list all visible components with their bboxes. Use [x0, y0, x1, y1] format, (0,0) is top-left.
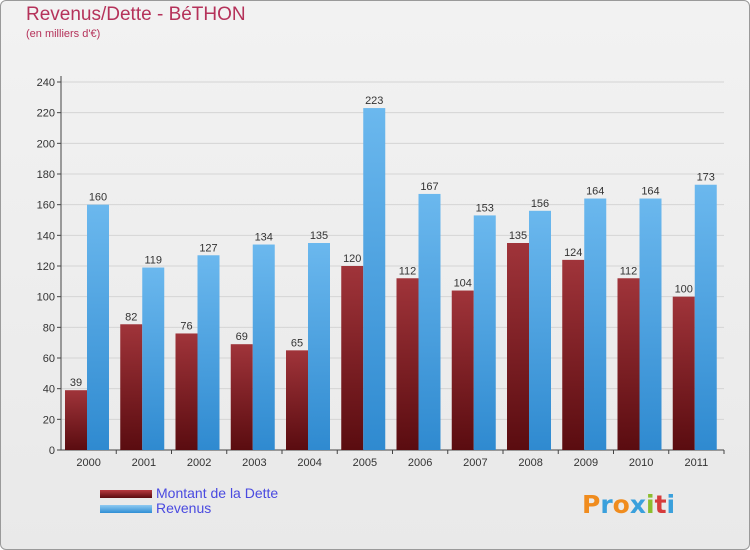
data-label-revenus: 223: [365, 95, 383, 107]
data-label-dette: 124: [564, 247, 582, 259]
y-tick-label: 220: [37, 108, 55, 120]
logo-letter: i: [666, 490, 676, 519]
bar-revenus: [529, 210, 551, 450]
data-label-dette: 39: [70, 377, 82, 389]
bar-dette: [617, 278, 640, 450]
data-label-revenus: 127: [199, 242, 217, 254]
data-label-revenus: 160: [89, 192, 107, 204]
bar-revenus: [363, 108, 386, 451]
bar-dette: [286, 350, 308, 450]
bar-dette: [451, 290, 474, 450]
y-tick-label: 80: [43, 322, 55, 334]
x-tick-label: 2002: [187, 457, 211, 469]
y-tick-label: 160: [37, 200, 55, 212]
legend-swatch-dette: [100, 489, 152, 498]
y-tick-label: 20: [43, 414, 55, 426]
y-tick-label: 40: [43, 384, 55, 396]
x-tick-label: 2010: [629, 457, 653, 469]
bar-revenus: [197, 255, 220, 450]
bar-dette: [175, 333, 198, 450]
bar-revenus: [418, 193, 441, 450]
data-label-dette: 100: [675, 284, 693, 296]
logo-letter: i: [646, 490, 655, 519]
y-tick-label: 180: [37, 169, 55, 181]
chart-title: Revenus/Dette - BéTHON: [26, 4, 246, 25]
proxiti-logo: Proxiti: [582, 490, 675, 519]
data-label-revenus: 135: [310, 230, 328, 242]
data-label-revenus: 134: [255, 232, 273, 244]
legend-item-revenus: Revenus: [100, 501, 278, 516]
x-tick-label: 2007: [463, 457, 487, 469]
x-tick-label: 2011: [685, 457, 709, 469]
legend: Montant de la Dette Revenus: [100, 486, 278, 516]
x-tick-label: 2004: [297, 457, 321, 469]
y-tick-label: 100: [37, 292, 55, 304]
legend-swatch-revenus: [100, 504, 152, 513]
logo-letter: o: [612, 490, 630, 519]
data-label-revenus: 164: [641, 186, 659, 198]
bar-dette: [120, 324, 143, 450]
y-tick-label: 0: [49, 445, 55, 457]
bar-revenus: [473, 215, 496, 450]
y-tick-label: 60: [43, 353, 55, 365]
bar-dette: [65, 390, 87, 450]
legend-item-dette: Montant de la Dette: [100, 486, 278, 501]
chart-subtitle: (en milliers d'€): [26, 28, 101, 40]
bar-dette: [230, 344, 253, 450]
y-tick-label: 140: [37, 230, 55, 242]
data-label-dette: 76: [180, 320, 192, 332]
data-label-dette: 82: [125, 311, 137, 323]
data-label-revenus: 173: [697, 172, 715, 184]
data-label-dette: 65: [291, 337, 303, 349]
x-tick-label: 2008: [518, 457, 542, 469]
data-label-revenus: 119: [144, 255, 162, 267]
x-tick-label: 2005: [353, 457, 377, 469]
bar-dette: [396, 278, 419, 450]
x-tick-label: 2000: [76, 457, 100, 469]
data-label-revenus: 153: [476, 202, 494, 214]
x-tick-label: 2009: [574, 457, 598, 469]
x-tick-label: 2001: [132, 457, 156, 469]
data-label-revenus: 164: [586, 186, 604, 198]
bar-revenus: [252, 244, 275, 450]
y-tick-label: 200: [37, 138, 55, 150]
x-tick-label: 2006: [408, 457, 432, 469]
data-label-dette: 69: [236, 331, 248, 343]
data-label-dette: 120: [343, 253, 361, 265]
data-label-dette: 112: [620, 265, 638, 277]
y-tick-label: 240: [37, 77, 55, 89]
bar-dette: [562, 259, 585, 450]
bar-revenus: [694, 184, 717, 450]
bar-dette: [341, 266, 364, 450]
logo-letter: t: [654, 490, 667, 519]
logo-letter: P: [582, 490, 601, 519]
logo-letter: r: [600, 490, 613, 519]
data-label-dette: 112: [399, 265, 417, 277]
legend-label-dette: Montant de la Dette: [156, 485, 279, 501]
logo-letter: x: [629, 490, 646, 519]
bar-revenus: [584, 198, 607, 450]
bar-dette: [507, 243, 529, 450]
data-label-dette: 135: [509, 230, 527, 242]
data-label-revenus: 156: [531, 198, 549, 210]
data-label-dette: 104: [454, 278, 472, 290]
bar-revenus: [639, 198, 662, 450]
bar-revenus: [87, 204, 109, 450]
data-label-revenus: 167: [420, 181, 438, 193]
x-tick-label: 2003: [242, 457, 266, 469]
bar-revenus: [142, 267, 165, 450]
bar-revenus: [308, 243, 330, 450]
y-tick-label: 120: [37, 261, 55, 273]
legend-label-revenus: Revenus: [156, 500, 212, 516]
bar-dette: [672, 296, 695, 450]
